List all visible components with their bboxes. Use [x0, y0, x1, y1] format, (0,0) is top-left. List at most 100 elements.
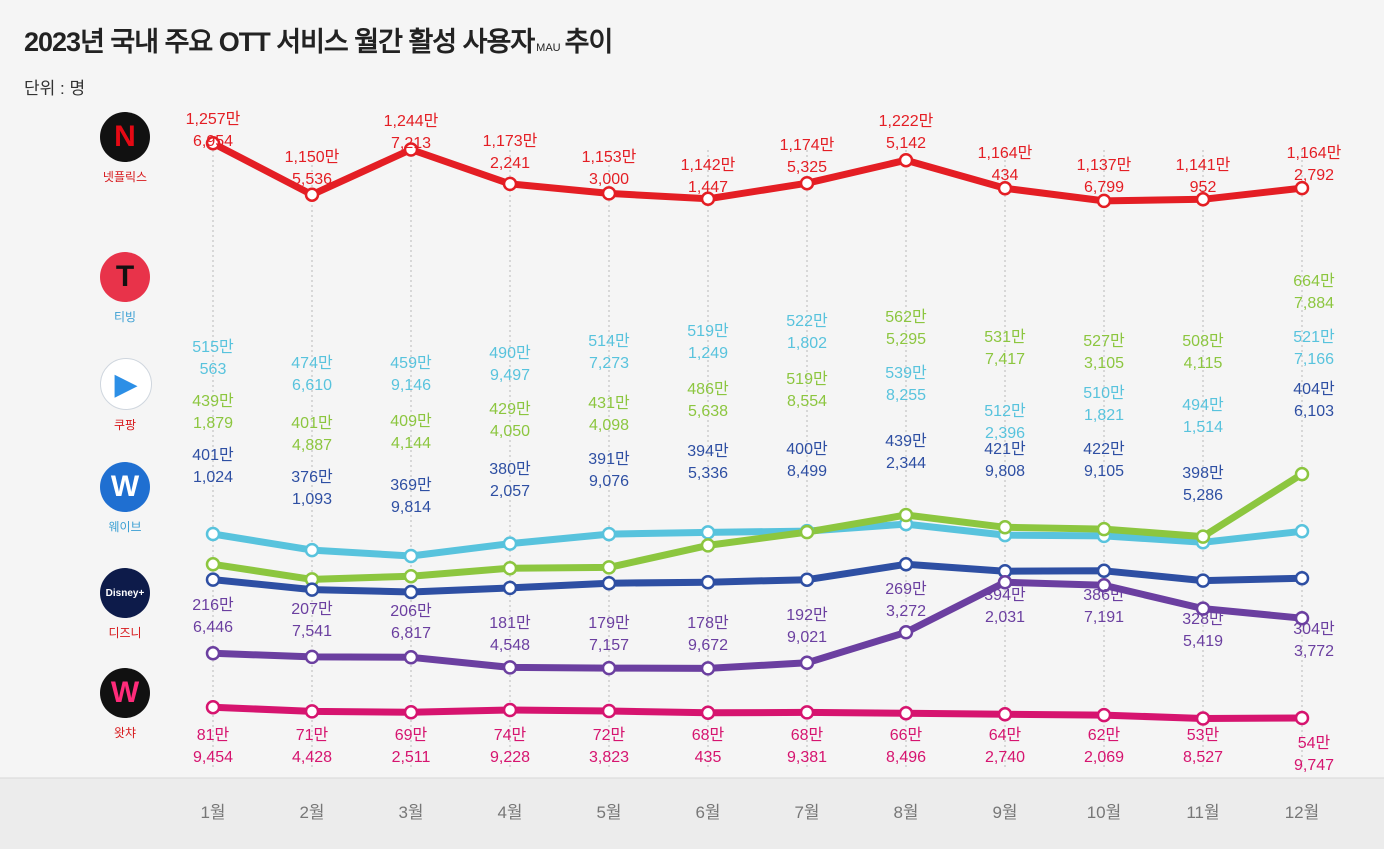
series-line — [209, 703, 1306, 722]
data-label: 512만 — [984, 402, 1026, 420]
series-line — [209, 578, 1306, 672]
data-label: 72만 — [593, 726, 626, 744]
data-label: 4,548 — [490, 637, 530, 654]
x-tick-label: 7월 — [794, 803, 819, 822]
data-point — [1096, 521, 1112, 537]
data-label: 494만 — [1182, 396, 1224, 414]
data-point — [898, 557, 914, 572]
data-label: 422만 — [1083, 440, 1125, 458]
data-label: 2,344 — [886, 455, 926, 472]
data-label: 1,802 — [787, 335, 827, 352]
data-label: 178만 — [687, 614, 729, 632]
data-label: 1,164만 — [978, 144, 1033, 162]
data-label: 664만 — [1293, 272, 1335, 290]
data-label: 7,417 — [985, 351, 1025, 368]
data-label: 179만 — [588, 614, 630, 632]
data-label: 9,021 — [787, 629, 827, 646]
data-label: 421만 — [984, 440, 1026, 458]
data-point — [601, 660, 617, 676]
data-label: 9,228 — [490, 749, 530, 766]
data-label: 386만 — [1083, 586, 1125, 604]
x-tick-label: 11월 — [1186, 803, 1219, 822]
data-label: 4,144 — [391, 435, 431, 452]
data-label: 6,446 — [193, 619, 233, 636]
data-point — [502, 176, 518, 192]
data-label: 1,174만 — [780, 136, 835, 154]
data-point — [1294, 466, 1310, 482]
data-label: 6,817 — [391, 625, 431, 642]
data-label: 369만 — [390, 476, 432, 494]
data-point — [997, 707, 1013, 722]
data-label: 391만 — [588, 450, 630, 468]
data-label: 5,336 — [688, 465, 728, 482]
x-tick-label: 2월 — [299, 803, 324, 822]
data-label: 4,098 — [589, 417, 629, 434]
data-label: 206만 — [390, 602, 432, 620]
data-point — [799, 524, 815, 540]
data-point — [700, 525, 716, 540]
data-label: 74만 — [494, 726, 527, 744]
data-label: 54만 — [1298, 734, 1331, 752]
data-label: 1,164만 — [1287, 144, 1342, 162]
data-label: 2,069 — [1084, 749, 1124, 766]
data-label: 9,076 — [589, 473, 629, 490]
data-label: 3,105 — [1084, 355, 1124, 372]
data-label: 2,740 — [985, 749, 1025, 766]
data-label: 5,295 — [886, 331, 926, 348]
data-label: 9,146 — [391, 377, 431, 394]
data-label: 1,173만 — [483, 132, 538, 150]
data-label: 474만 — [291, 354, 333, 372]
series-line — [209, 470, 1306, 583]
data-point — [403, 142, 419, 157]
data-label: 9,814 — [391, 499, 431, 516]
logo-name-tving: 티빙 — [113, 310, 137, 324]
logo-name-watcha: 왓챠 — [113, 726, 137, 740]
coupang-icon: ▶ — [100, 358, 152, 410]
data-label: 429만 — [489, 400, 531, 418]
data-label: 4,428 — [292, 749, 332, 766]
data-label: 9,672 — [688, 637, 728, 654]
data-point — [1195, 601, 1211, 616]
data-label: 401만 — [192, 446, 234, 464]
data-label: 400만 — [786, 440, 828, 458]
logo-netflix: N 넷플릭스 — [100, 112, 150, 185]
data-label: 5,325 — [787, 159, 827, 176]
data-point — [1096, 563, 1112, 579]
data-label: 5,638 — [688, 403, 728, 420]
data-label: 4,887 — [292, 437, 332, 454]
data-label: 434 — [992, 167, 1019, 184]
data-point — [403, 584, 419, 600]
logo-name-wavve: 웨이브 — [108, 520, 142, 534]
logo-wavve: W 웨이브 — [100, 462, 150, 535]
x-tick-label: 12월 — [1285, 803, 1320, 822]
data-label: 6,103 — [1294, 403, 1334, 420]
data-label: 5,286 — [1183, 487, 1223, 504]
data-point — [700, 661, 716, 676]
watcha-icon: W — [100, 668, 150, 718]
data-label: 192만 — [786, 606, 828, 624]
data-label: 9,105 — [1084, 463, 1124, 480]
data-label: 9,747 — [1294, 757, 1334, 774]
data-point — [898, 625, 914, 640]
data-label: 1,137만 — [1077, 156, 1132, 174]
data-point — [601, 560, 617, 575]
data-label: 398만 — [1182, 464, 1224, 482]
data-label: 527만 — [1083, 332, 1125, 350]
logo-name-coupang: 쿠팡 — [113, 418, 137, 432]
x-tick-label: 1월 — [200, 803, 225, 822]
data-point — [1294, 524, 1310, 539]
data-label: 563 — [200, 361, 227, 378]
data-label: 431만 — [588, 394, 630, 412]
data-label: 7,884 — [1294, 295, 1334, 312]
data-label: 1,093 — [292, 491, 332, 508]
data-label: 1,142만 — [681, 156, 736, 174]
data-point — [205, 646, 221, 661]
data-label: 486만 — [687, 380, 729, 398]
series-lines — [209, 139, 1306, 722]
data-point — [898, 706, 914, 721]
netflix-icon: N — [100, 112, 150, 162]
data-label: 62만 — [1088, 726, 1121, 744]
data-label: 4,050 — [490, 423, 530, 440]
x-tick-label: 8월 — [893, 803, 918, 822]
